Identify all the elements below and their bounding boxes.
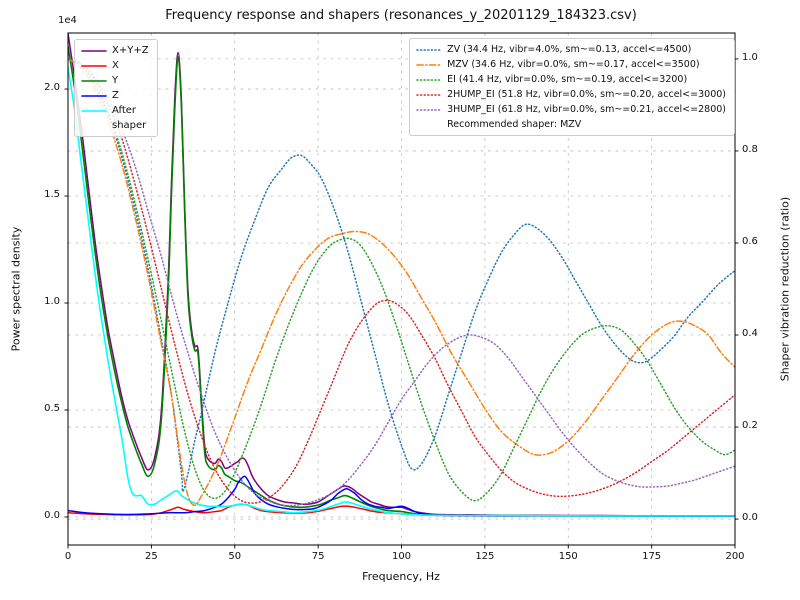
legend-entry: Y [81, 73, 149, 88]
legend-line-sample [81, 110, 107, 112]
legend-entry-label: MZV (34.6 Hz, vibr=0.0%, sm~=0.17, accel… [447, 59, 700, 70]
legend-entry-label: 3HUMP_EI (61.8 Hz, vibr=0.0%, sm~=0.21, … [447, 104, 726, 115]
legend-line-sample [416, 109, 442, 111]
series-psd-y [68, 45, 735, 517]
series-shaper-zv [68, 58, 735, 493]
left-y-tick-label: 1.0 [44, 296, 60, 307]
series-shaper-2hump-ei [68, 58, 735, 504]
x-tick-label: 125 [475, 551, 495, 562]
left-y-axis-label: Power spectral density [9, 226, 23, 352]
legend-entry: Z [81, 88, 149, 103]
legend-entry-label: ZV (34.4 Hz, vibr=4.0%, sm~=0.13, accel<… [447, 44, 692, 55]
psd-legend: X+Y+Z X Y Z After shaper [74, 39, 158, 137]
legend-entry-label: X [112, 60, 119, 71]
legend-entry-label: Z [112, 90, 119, 101]
legend-entry: 3HUMP_EI (61.8 Hz, vibr=0.0%, sm~=0.21, … [416, 102, 726, 117]
right-y-tick-label: 0.0 [742, 512, 758, 524]
legend-entry: After shaper [81, 103, 149, 133]
legend-entry: X [81, 58, 149, 73]
legend-entry: 2HUMP_EI (51.8 Hz, vibr=0.0%, sm~=0.20, … [416, 87, 726, 102]
x-tick-label: 75 [311, 551, 325, 562]
x-tick-label: 50 [228, 551, 242, 562]
legend-entry-label: After shaper [112, 105, 147, 131]
x-tick-label: 100 [391, 551, 412, 562]
chart-title: Frequency response and shapers (resonanc… [165, 8, 637, 23]
legend-entry: ZV (34.4 Hz, vibr=4.0%, sm~=0.13, accel<… [416, 42, 726, 57]
left-y-tick-label: 2.0 [44, 82, 60, 94]
series-psd-z [68, 475, 735, 517]
right-y-axis-label: Shaper vibration reduction (ratio) [778, 196, 792, 382]
legend-line-sample [81, 65, 107, 67]
shaper-legend: ZV (34.4 Hz, vibr=4.0%, sm~=0.13, accel<… [409, 38, 735, 136]
legend-line-sample [416, 49, 442, 51]
x-tick-label: 150 [558, 551, 578, 562]
right-y-tick-label: 0.6 [742, 235, 758, 247]
series-shaper-ei [68, 58, 735, 502]
left-axis-offset-text: 1e4 [58, 15, 77, 26]
x-axis-label: Frequency, Hz [362, 570, 440, 583]
legend-line-sample [416, 94, 442, 96]
x-tick-label: 0 [64, 551, 72, 562]
legend-entry-label: X+Y+Z [112, 45, 149, 56]
x-tick-label: 25 [145, 551, 158, 562]
legend-line-sample [416, 64, 442, 66]
right-y-tick-label: 0.2 [742, 420, 758, 432]
right-y-tick-label: 1.0 [742, 51, 758, 63]
left-y-tick-label: 0.0 [44, 509, 60, 521]
left-y-tick-label: 1.5 [44, 189, 60, 201]
x-tick-label: 175 [642, 551, 662, 562]
legend-entry: EI (41.4 Hz, vibr=0.0%, sm~=0.19, accel<… [416, 72, 726, 87]
left-y-tick-label: 0.5 [44, 402, 60, 414]
series-shaper-3hump-ei [68, 58, 735, 507]
x-tick-label: 200 [725, 551, 745, 562]
legend-entry-label: 2HUMP_EI (51.8 Hz, vibr=0.0%, sm~=0.20, … [447, 89, 726, 100]
axes-frame [67, 32, 736, 546]
series-psd-after-shaper [68, 66, 735, 517]
series-shaper-mzv [68, 58, 735, 507]
right-y-tick-label: 0.4 [742, 328, 758, 340]
legend-entry-label: Y [112, 75, 119, 86]
right-y-tick-label: 0.8 [742, 143, 758, 155]
recommended-shaper-note: Recommended shaper: MZV [447, 119, 582, 130]
legend-line-sample [81, 80, 107, 82]
legend-line-sample [81, 95, 107, 97]
legend-line-sample [416, 79, 442, 81]
legend-line-sample [81, 50, 107, 52]
legend-entry: MZV (34.6 Hz, vibr=0.0%, sm~=0.17, accel… [416, 57, 726, 72]
legend-entry-label: EI (41.4 Hz, vibr=0.0%, sm~=0.19, accel<… [447, 74, 688, 85]
legend-entry: X+Y+Z [81, 43, 149, 58]
